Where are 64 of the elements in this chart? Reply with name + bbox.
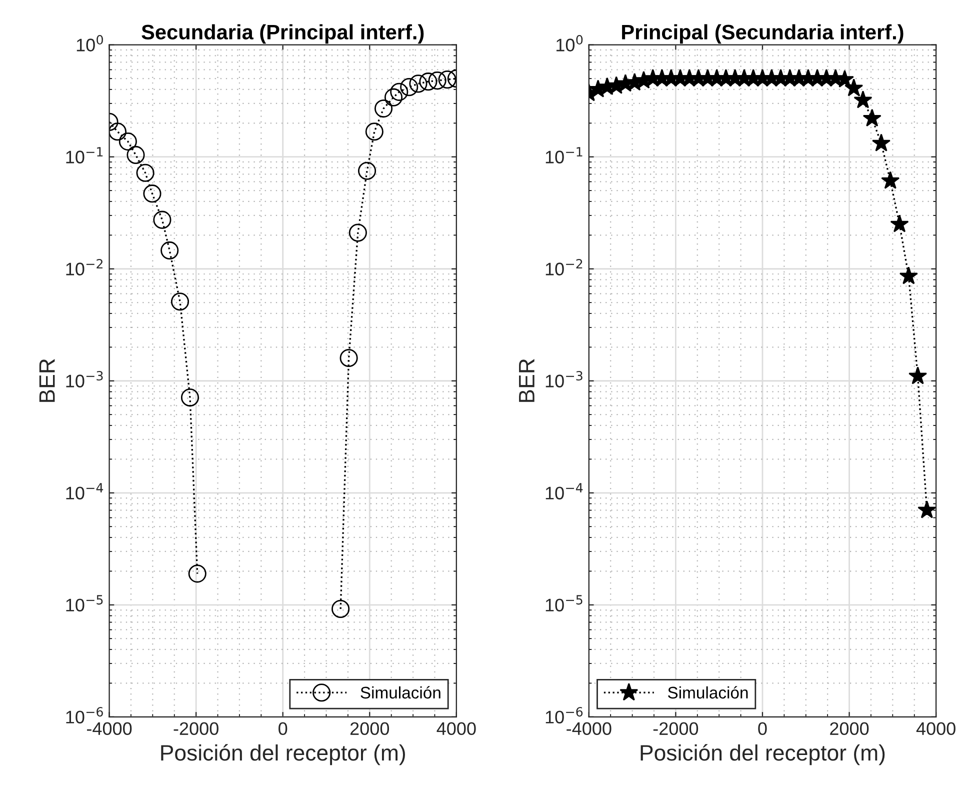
x-tick-label: 4000 — [916, 722, 956, 736]
y-tick-label: 10$^{0}$ — [556, 34, 583, 52]
x-axis-title: Posición del receptor (m) — [161, 744, 405, 766]
y-tick-label: 10$^{−5}$ — [66, 595, 103, 612]
point — [332, 600, 350, 618]
point — [109, 122, 127, 141]
y-tick-label: 10$^{−2}$ — [546, 258, 582, 276]
point — [862, 108, 882, 127]
x-tick-label: -4000 — [566, 722, 612, 736]
point — [358, 162, 376, 180]
point — [890, 214, 909, 232]
point — [854, 90, 872, 108]
chart-title: Secundaria (Principal interf.) — [142, 24, 424, 44]
y-tick-label: 10$^{−6}$ — [66, 707, 103, 724]
x-tick-label: 2000 — [350, 722, 390, 736]
point — [908, 366, 928, 384]
y-axis-title: BER — [519, 359, 534, 402]
point — [384, 88, 403, 106]
x-axis-title: Posición del receptor (m) — [640, 744, 885, 766]
x-tick-label: -4000 — [86, 722, 132, 736]
x-tick-label: 0 — [758, 722, 767, 736]
point — [118, 132, 137, 151]
point — [170, 292, 190, 311]
point — [899, 266, 918, 284]
x-tick-label: 4000 — [436, 722, 476, 736]
point — [419, 72, 438, 91]
point — [844, 78, 864, 96]
point — [390, 82, 408, 101]
y-tick-label: 10$^{−5}$ — [546, 595, 582, 612]
point — [126, 146, 145, 164]
point — [340, 348, 358, 368]
point — [428, 72, 446, 90]
point — [365, 122, 384, 141]
point — [881, 171, 900, 189]
point — [160, 241, 179, 260]
y-tick-label: 10$^{−4}$ — [546, 483, 583, 500]
point — [143, 184, 162, 203]
x-tick-label: 2000 — [830, 722, 869, 736]
y-tick-label: 10$^{−2}$ — [66, 258, 102, 276]
x-tick-label: -2000 — [174, 722, 218, 736]
point — [374, 100, 393, 118]
y-tick-label: 10$^{−1}$ — [66, 147, 103, 164]
y-tick-label: 10$^{−6}$ — [546, 707, 583, 724]
point — [348, 224, 367, 242]
point — [409, 74, 428, 93]
point — [918, 500, 936, 518]
y-tick-label: 10$^{−3}$ — [66, 370, 103, 388]
point — [188, 564, 206, 583]
x-tick-label: 0 — [278, 722, 288, 736]
y-tick-label: 10$^{−3}$ — [546, 370, 582, 388]
y-tick-label: 10$^{−4}$ — [66, 483, 104, 500]
point — [153, 210, 172, 229]
y-tick-label: 10$^{0}$ — [76, 34, 103, 52]
legend-label: Simulación — [360, 686, 440, 699]
point — [438, 70, 456, 89]
chart-title: Principal (Secundaria interf.) — [622, 24, 904, 44]
point — [872, 134, 891, 152]
x-tick-label: -2000 — [653, 722, 698, 736]
point — [180, 388, 200, 407]
y-axis-title: BER — [39, 359, 55, 402]
point — [136, 164, 154, 182]
y-tick-label: 10$^{−1}$ — [546, 147, 582, 164]
point — [400, 78, 418, 96]
legend-label: Simulación — [668, 686, 748, 699]
